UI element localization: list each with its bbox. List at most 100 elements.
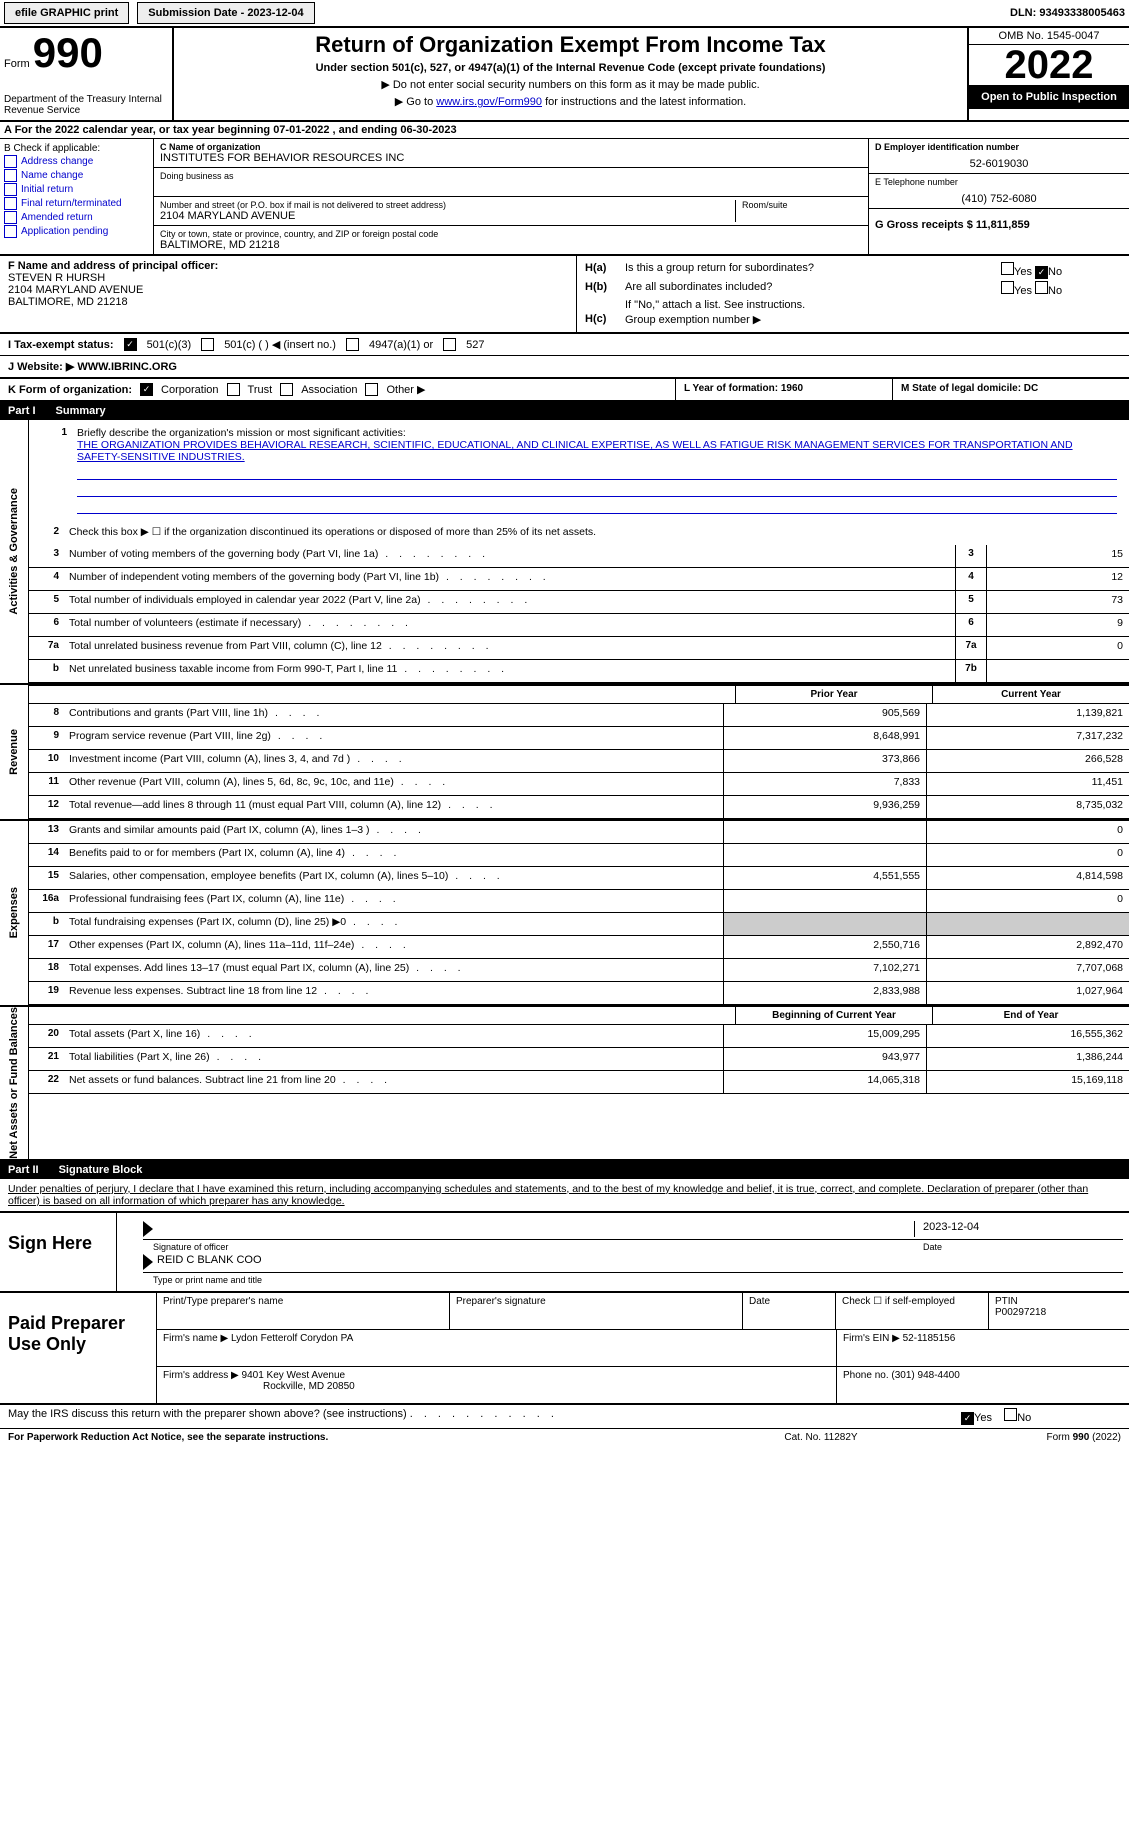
section-a-tax-year: A For the 2022 calendar year, or tax yea… <box>0 122 1129 139</box>
hb-text: Are all subordinates included? <box>625 281 1001 297</box>
website-value: WWW.IBRINC.ORG <box>77 361 177 373</box>
cb-trust[interactable] <box>227 383 240 396</box>
hb-label: H(b) <box>585 281 625 297</box>
cb-4947[interactable] <box>346 338 359 351</box>
cb-initial-return[interactable]: Initial return <box>4 183 149 196</box>
firm-ein-label: Firm's EIN ▶ <box>843 1333 900 1344</box>
ha-no-cb[interactable]: ✓ <box>1035 266 1048 279</box>
firm-ein: 52-1185156 <box>903 1333 956 1344</box>
line-11: 11 Other revenue (Part VIII, column (A),… <box>29 773 1129 796</box>
cb-527[interactable] <box>443 338 456 351</box>
net-assets-section: Net Assets or Fund Balances Beginning of… <box>0 1007 1129 1161</box>
hdr-beginning: Beginning of Current Year <box>735 1007 932 1024</box>
discuss-no-cb[interactable] <box>1004 1408 1017 1421</box>
cb-app-pending[interactable]: Application pending <box>4 225 149 238</box>
street-address: 2104 MARYLAND AVENUE <box>160 210 735 222</box>
city-label: City or town, state or province, country… <box>160 229 862 239</box>
officer-addr2: BALTIMORE, MD 21218 <box>8 296 568 308</box>
sig-officer-label: Signature of officer <box>153 1242 923 1252</box>
prep-name-label: Print/Type preparer's name <box>157 1293 450 1329</box>
line-5: 5 Total number of individuals employed i… <box>29 591 1129 614</box>
hdr-current-year: Current Year <box>932 686 1129 703</box>
top-bar: efile GRAPHIC print Submission Date - 20… <box>0 0 1129 28</box>
cb-501c3[interactable]: ✓ <box>124 338 137 351</box>
line-12: 12 Total revenue—add lines 8 through 11 … <box>29 796 1129 819</box>
phone-value: (410) 752-6080 <box>875 193 1123 205</box>
org-name-label: C Name of organization <box>160 142 862 152</box>
vert-revenue: Revenue <box>8 729 20 775</box>
hb-yes-cb[interactable] <box>1001 281 1014 294</box>
hc-text: Group exemption number ▶ <box>625 313 1121 326</box>
line-4: 4 Number of independent voting members o… <box>29 568 1129 591</box>
part1-header: Part I Summary <box>0 402 1129 420</box>
klm-row: K Form of organization: ✓Corporation Tru… <box>0 379 1129 402</box>
hdr-prior-year: Prior Year <box>735 686 932 703</box>
line-6: 6 Total number of volunteers (estimate i… <box>29 614 1129 637</box>
cb-address-change[interactable]: Address change <box>4 155 149 168</box>
hb-note: If "No," attach a list. See instructions… <box>625 299 1121 311</box>
state-domicile: M State of legal domicile: DC <box>892 379 1129 400</box>
sig-arrow-icon-2 <box>143 1254 153 1270</box>
line-10: 10 Investment income (Part VIII, column … <box>29 750 1129 773</box>
footer: For Paperwork Reduction Act Notice, see … <box>0 1429 1129 1446</box>
ein-label: D Employer identification number <box>875 142 1123 152</box>
line-13: 13 Grants and similar amounts paid (Part… <box>29 821 1129 844</box>
col-b-header: B Check if applicable: <box>4 143 149 154</box>
firm-city: Rockville, MD 20850 <box>263 1381 355 1392</box>
footer-left: For Paperwork Reduction Act Notice, see … <box>8 1432 721 1443</box>
fghi-row: F Name and address of principal officer:… <box>0 256 1129 334</box>
sign-here-label: Sign Here <box>0 1213 117 1291</box>
ha-text: Is this a group return for subordinates? <box>625 262 1001 279</box>
paid-preparer-block: Paid Preparer Use Only Print/Type prepar… <box>0 1293 1129 1405</box>
line-b: b Total fundraising expenses (Part IX, c… <box>29 913 1129 936</box>
line-7a: 7a Total unrelated business revenue from… <box>29 637 1129 660</box>
expenses-section: Expenses 13 Grants and similar amounts p… <box>0 821 1129 1007</box>
sig-arrow-icon <box>143 1221 153 1237</box>
ha-yes-cb[interactable] <box>1001 262 1014 275</box>
cb-other[interactable] <box>365 383 378 396</box>
ha-label: H(a) <box>585 262 625 279</box>
cb-name-change[interactable]: Name change <box>4 169 149 182</box>
dba-label: Doing business as <box>160 171 862 181</box>
ptin-value: P00297218 <box>995 1307 1123 1318</box>
hb-no-cb[interactable] <box>1035 281 1048 294</box>
cb-final-return[interactable]: Final return/terminated <box>4 197 149 210</box>
form-header: Form 990 Department of the Treasury Inte… <box>0 28 1129 122</box>
line-19: 19 Revenue less expenses. Subtract line … <box>29 982 1129 1005</box>
vert-net-assets: Net Assets or Fund Balances <box>8 1007 20 1159</box>
firm-phone: (301) 948-4400 <box>891 1370 959 1381</box>
line-21: 21 Total liabilities (Part X, line 26) .… <box>29 1048 1129 1071</box>
dept-treasury: Department of the Treasury Internal Reve… <box>4 94 164 116</box>
line-16a: 16a Professional fundraising fees (Part … <box>29 890 1129 913</box>
cb-501c[interactable] <box>201 338 214 351</box>
firm-name: Lydon Fetterolf Corydon PA <box>231 1333 353 1344</box>
discuss-row: May the IRS discuss this return with the… <box>0 1405 1129 1429</box>
cb-amended-return[interactable]: Amended return <box>4 211 149 224</box>
penalties-text: Under penalties of perjury, I declare th… <box>0 1179 1129 1211</box>
mission-text: THE ORGANIZATION PROVIDES BEHAVIORAL RES… <box>77 439 1073 463</box>
discuss-yes-cb[interactable]: ✓ <box>961 1412 974 1425</box>
activities-governance-section: Activities & Governance 1 Briefly descri… <box>0 420 1129 685</box>
line-3: 3 Number of voting members of the govern… <box>29 545 1129 568</box>
sig-date-label: Date <box>923 1242 1123 1252</box>
line-b: b Net unrelated business taxable income … <box>29 660 1129 683</box>
dln-label: DLN: 93493338005463 <box>1010 7 1125 19</box>
check-self-employed[interactable]: Check ☐ if self-employed <box>836 1293 989 1329</box>
form-label: Form <box>4 58 30 70</box>
cb-association[interactable] <box>280 383 293 396</box>
website-row: J Website: ▶ WWW.IBRINC.ORG <box>0 356 1129 379</box>
ein-value: 52-6019030 <box>875 158 1123 170</box>
sign-here-block: Sign Here 2023-12-04 Signature of office… <box>0 1211 1129 1293</box>
efile-print-button[interactable]: efile GRAPHIC print <box>4 2 129 24</box>
form-number: 990 <box>33 29 103 76</box>
form-title: Return of Organization Exempt From Incom… <box>178 32 963 58</box>
officer-name: STEVEN R HURSH <box>8 272 568 284</box>
note-goto: ▶ Go to www.irs.gov/Form990 for instruct… <box>178 95 963 108</box>
officer-addr1: 2104 MARYLAND AVENUE <box>8 284 568 296</box>
line-8: 8 Contributions and grants (Part VIII, l… <box>29 704 1129 727</box>
footer-right: Form 990 (2022) <box>921 1432 1121 1443</box>
irs-link[interactable]: www.irs.gov/Form990 <box>436 96 542 108</box>
cb-corporation[interactable]: ✓ <box>140 383 153 396</box>
part2-header: Part II Signature Block <box>0 1161 1129 1179</box>
line-15: 15 Salaries, other compensation, employe… <box>29 867 1129 890</box>
